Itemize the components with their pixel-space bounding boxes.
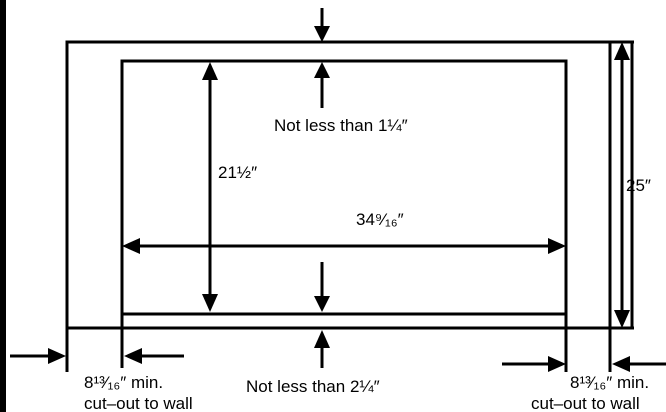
top-clearance-label: Not less than 1¼″ (274, 116, 408, 135)
bottom-clearance-arrow (314, 330, 330, 368)
right-min-label: 8¹³⁄₁₆″ min. (570, 373, 649, 392)
left-min-arrows (10, 348, 184, 364)
left-min-label: 8¹³⁄₁₆″ min. (84, 373, 163, 392)
outer-cutout-outline (65, 40, 634, 330)
left-cutout-label: cut–out to wall (84, 394, 193, 412)
outer-height-arrow (608, 40, 634, 330)
right-cutout-label: cut–out to wall (531, 394, 640, 412)
bottom-inner-arrow (314, 262, 330, 312)
left-edge-bar (0, 0, 6, 412)
inner-width-label: 34⁹⁄₁₆″ (356, 210, 404, 229)
inner-height-label: 21½″ (218, 163, 257, 182)
inner-width-arrow (122, 238, 566, 254)
inner-height-arrow (202, 62, 218, 312)
inner-opening-outline (120, 59, 568, 316)
bottom-clearance-label: Not less than 2¼″ (246, 377, 380, 396)
top-outer-arrow (314, 8, 330, 42)
outer-height-label: 25″ (626, 176, 651, 195)
top-clearance-arrow (314, 62, 330, 108)
right-min-arrows (502, 356, 666, 372)
